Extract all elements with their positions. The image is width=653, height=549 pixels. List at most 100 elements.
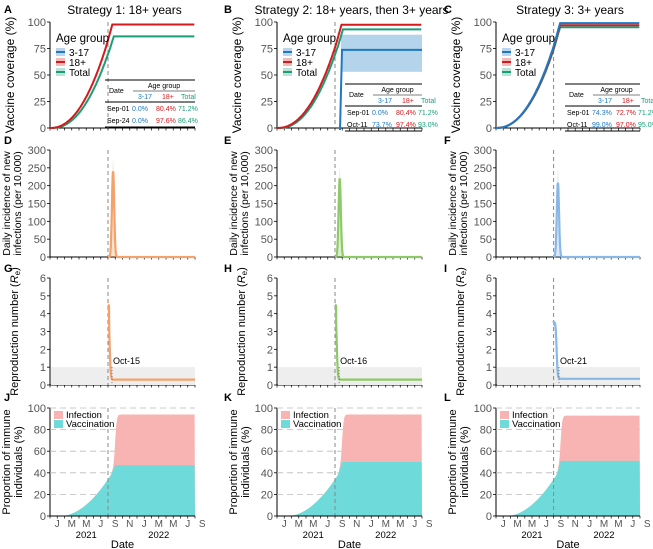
- panel-D: D 0 50 100 150 200 250 300 Daily incidence of ne…: [1, 135, 196, 264]
- legend-label: Vaccination: [293, 419, 341, 430]
- x-tick-label: M: [382, 519, 390, 530]
- y-tick-label: 80: [34, 425, 46, 437]
- panel-label: F: [444, 135, 451, 147]
- threshold-band: [278, 367, 422, 385]
- y-tick-label: 50: [261, 234, 273, 246]
- legend-label: 3-17: [69, 48, 89, 59]
- y-tick-label: 150: [28, 199, 46, 211]
- re-line: [334, 303, 422, 381]
- re-line: [552, 320, 640, 380]
- area-vaccination: [277, 462, 422, 516]
- panel-I: I 0 1 2 3 4 5 6 Reproduction number (Re) Oct-21: [444, 263, 641, 396]
- y-tick-label: 2: [40, 344, 46, 356]
- y-axis-label: Vaccine coverage (%): [449, 17, 463, 134]
- table-cell: Sep-24: [107, 118, 130, 125]
- y-axis-label: Proportion of immune: [447, 409, 459, 514]
- y-axis-label: individuals (%): [13, 426, 25, 498]
- y-axis-label: Daily incidence of new: [228, 151, 240, 256]
- table-cell: Oct-11: [567, 122, 588, 129]
- y-tick-label: 20: [261, 489, 273, 501]
- panel-H: H 0 1 2 3 4 5 6 Reproduction number (Re) Oct-16: [224, 263, 423, 396]
- table-header-group: Age group: [600, 87, 632, 94]
- x-axis-label: Date: [556, 539, 579, 549]
- panel-C: C 0 25 50 75 100 Vaccine coverage (%) Strategy …: [444, 3, 653, 135]
- table-cell: 93.0%: [418, 122, 438, 129]
- y-tick-label: 6: [486, 273, 492, 285]
- series-line-18+: [277, 23, 422, 129]
- legend-title: Age group: [283, 33, 336, 45]
- x-tick-label: J: [325, 519, 330, 530]
- x-tick-label: J: [544, 519, 549, 530]
- y-tick-label: 50: [34, 70, 46, 82]
- y-tick-label: 300: [474, 145, 492, 157]
- y-tick-label: 50: [480, 234, 492, 246]
- table-cell: 97.0%: [616, 122, 636, 129]
- legend-label: Vaccination: [512, 419, 560, 430]
- x-tick-label: J: [98, 519, 103, 530]
- y-tick-label: 0: [40, 252, 46, 264]
- y-axis-label: infections (per 10,000): [12, 151, 24, 255]
- y-tick-label: 3: [267, 327, 273, 339]
- table-cell: 71.2%: [418, 110, 438, 117]
- x-tick-label: J: [185, 519, 190, 530]
- incidence-line: [552, 182, 640, 259]
- re-ci-band: [335, 296, 422, 380]
- x-tick-label: J: [501, 519, 506, 530]
- crossing-annotation: Oct-15: [113, 356, 140, 366]
- x-tick-label: M: [528, 519, 536, 530]
- series-line-3-17: [496, 22, 640, 129]
- x-tick-label: M: [309, 519, 317, 530]
- y-tick-label: 0: [486, 380, 492, 392]
- panel-label: C: [444, 4, 452, 16]
- y-tick-label: 0: [486, 511, 492, 523]
- y-axis-label: Daily incidence of new: [1, 151, 13, 256]
- y-tick-label: 1: [40, 362, 46, 374]
- x-year-label: 2022: [148, 530, 169, 541]
- y-tick-label: 1: [486, 362, 492, 374]
- legend-swatch: [54, 420, 63, 428]
- panel-F: F 0 50 100 150 200 250 300 Daily incidence of ne…: [444, 135, 641, 264]
- legend-swatch: [500, 420, 509, 428]
- y-tick-label: 40: [480, 468, 492, 480]
- legend-swatch: [281, 420, 290, 428]
- legend-label: 18+: [515, 58, 532, 69]
- legend-swatch: [500, 411, 509, 419]
- table-cell: 97.6%: [156, 118, 176, 125]
- x-tick-label: J: [142, 519, 147, 530]
- x-year-label: 2021: [76, 530, 97, 541]
- panel-E: E 0 50 100 150 200 250 300 Daily incidence of ne…: [224, 135, 423, 264]
- y-tick-label: 4: [267, 309, 273, 321]
- table-col-header: 3-17: [378, 98, 392, 105]
- y-tick-label: 50: [261, 70, 273, 82]
- y-axis-label: Proportion of immune: [1, 409, 13, 514]
- legend-swatch: [54, 411, 63, 419]
- legend-label: Total: [296, 68, 317, 79]
- x-tick-label: M: [68, 519, 76, 530]
- table-col-header: Total: [641, 98, 653, 105]
- y-tick-label: 100: [28, 216, 46, 228]
- table-cell: Sep-01: [107, 106, 130, 113]
- table-col-header: 3-17: [598, 98, 612, 105]
- x-tick-label: M: [155, 519, 163, 530]
- y-tick-label: 4: [486, 309, 492, 321]
- y-axis-label: infections (per 10,000): [458, 151, 470, 255]
- y-tick-label: 0: [267, 511, 273, 523]
- x-tick-label: M: [614, 519, 622, 530]
- y-tick-label: 0: [40, 511, 46, 523]
- x-year-label: 2021: [521, 530, 542, 541]
- y-tick-label: 25: [34, 97, 46, 109]
- x-tick-label: N: [572, 519, 579, 530]
- y-axis-label: infections (per 10,000): [239, 151, 251, 255]
- y-tick-label: 5: [267, 291, 273, 303]
- x-tick-label: S: [557, 519, 564, 530]
- table-cell: Oct-11: [347, 122, 368, 129]
- table-header-group: Age group: [148, 83, 180, 90]
- y-tick-label: 40: [261, 468, 273, 480]
- panel-title: Strategy 2: 18+ years, then 3+ years: [254, 3, 448, 17]
- table-cell: 80.4%: [396, 110, 416, 117]
- x-tick-label: M: [513, 519, 521, 530]
- y-tick-label: 0: [40, 123, 46, 135]
- y-tick-label: 300: [255, 145, 273, 157]
- legend-label: Vaccination: [66, 419, 114, 430]
- legend-label: Infection: [512, 410, 548, 421]
